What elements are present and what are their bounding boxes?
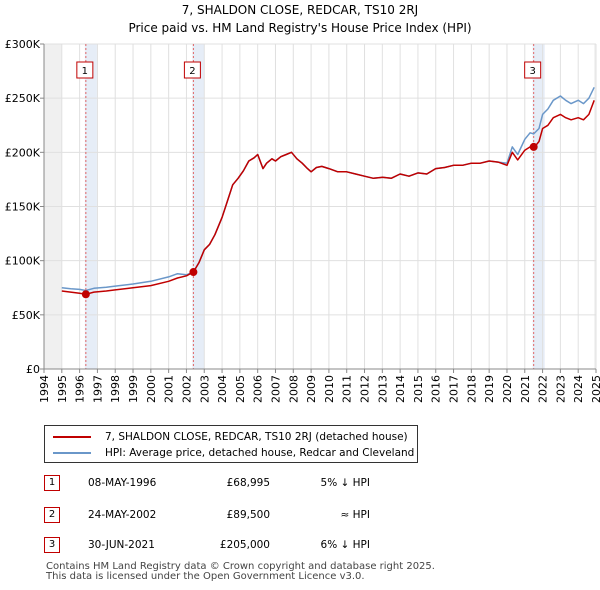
legend-line-hpi — [53, 452, 91, 454]
x-tick-label: 2001 — [163, 375, 176, 403]
sale-marker-box — [76, 61, 94, 79]
transaction-hpi-relation: 6% ↓ HPI — [320, 539, 370, 551]
x-tick-label: 2000 — [145, 375, 158, 403]
x-tick-label: 2024 — [572, 375, 585, 403]
x-tick-label: 2021 — [519, 375, 532, 403]
x-tick-label: 2018 — [465, 375, 478, 403]
legend-item-hpi: HPI: Average price, detached house, Redc… — [53, 445, 414, 461]
x-tick-label: 1997 — [91, 375, 104, 403]
transaction-row: 3 30-JUN-2021 £205,000 6% ↓ HPI — [40, 537, 560, 557]
x-tick-label: 2017 — [448, 375, 461, 403]
legend: 7, SHALDON CLOSE, REDCAR, TS10 2RJ (deta… — [44, 425, 418, 463]
x-tick-label: 1995 — [56, 375, 69, 403]
x-tick-label: 2003 — [198, 375, 211, 403]
legend-label-property: 7, SHALDON CLOSE, REDCAR, TS10 2RJ (deta… — [105, 431, 408, 443]
x-tick-label: 2007 — [269, 375, 282, 403]
x-tick-label: 1999 — [127, 375, 140, 403]
sale-point — [529, 142, 538, 151]
x-tick-label: 2013 — [376, 375, 389, 403]
sale-marker-label: 2 — [189, 66, 195, 77]
transaction-date: 24-MAY-2002 — [88, 509, 157, 521]
footer-license: This data is licensed under the Open Gov… — [46, 571, 365, 582]
y-tick-label: £50K — [12, 309, 41, 322]
price-chart: 1 2 3 £0 £50K £100K £150K £200K £250K £300K 1994 1… — [5, 3, 600, 403]
x-tick-label: 2010 — [323, 375, 336, 403]
sale-marker-box — [524, 61, 542, 79]
y-tick-label: £250K — [5, 92, 41, 105]
x-tick-label: 2016 — [430, 375, 443, 403]
x-tick-label: 2004 — [216, 375, 229, 403]
y-tick-label: £150K — [5, 201, 41, 214]
transaction-price: £89,500 — [226, 509, 270, 521]
x-tick-label: 1998 — [109, 375, 122, 403]
x-tick-label: 1994 — [38, 375, 51, 403]
transaction-date: 08-MAY-1996 — [88, 477, 157, 489]
x-tick-label: 2012 — [359, 375, 372, 403]
x-tick-label: 2025 — [590, 375, 600, 403]
x-tick-label: 2005 — [234, 375, 247, 403]
transaction-number: 1 — [44, 475, 60, 491]
x-tick-label: 2009 — [305, 375, 318, 403]
x-tick-label: 2015 — [412, 375, 425, 403]
chart-title: 7, SHALDON CLOSE, REDCAR, TS10 2RJ — [182, 3, 418, 17]
transaction-number: 3 — [44, 537, 60, 553]
sale-point — [81, 290, 90, 299]
footer: Contains HM Land Registry data © Crown c… — [46, 562, 435, 582]
x-tick-label: 2020 — [501, 375, 514, 403]
transaction-price: £68,995 — [226, 477, 270, 489]
y-tick-label: £300K — [5, 38, 41, 51]
x-tick-label: 2006 — [252, 375, 265, 403]
sale-marker-label: 3 — [529, 66, 535, 77]
transaction-row: 2 24-MAY-2002 £89,500 ≈ HPI — [40, 507, 560, 527]
y-tick-label: £0 — [26, 363, 40, 376]
sale-marker-label: 1 — [82, 66, 88, 77]
footer-copyright: Contains HM Land Registry data © Crown c… — [46, 561, 435, 572]
x-tick-label: 2008 — [287, 375, 300, 403]
x-tick-label: 2011 — [341, 375, 354, 403]
transaction-date: 30-JUN-2021 — [88, 539, 155, 551]
x-tick-label: 2022 — [537, 375, 550, 403]
legend-label-hpi: HPI: Average price, detached house, Redc… — [105, 447, 415, 459]
transaction-row: 1 08-MAY-1996 £68,995 5% ↓ HPI — [40, 475, 560, 495]
legend-line-property — [53, 436, 91, 438]
y-tick-label: £100K — [5, 255, 41, 268]
sale-point — [189, 268, 198, 277]
sale-marker-box — [183, 61, 201, 79]
transaction-hpi-relation: 5% ↓ HPI — [320, 477, 370, 489]
y-tick-label: £200K — [5, 146, 41, 159]
x-tick-label: 1996 — [74, 375, 87, 403]
transaction-hpi-relation: ≈ HPI — [340, 509, 370, 521]
transaction-number: 2 — [44, 507, 60, 523]
x-tick-label: 2019 — [483, 375, 496, 403]
x-tick-label: 2014 — [394, 375, 407, 403]
x-tick-label: 2023 — [554, 375, 567, 403]
transaction-price: £205,000 — [219, 539, 270, 551]
legend-item-property: 7, SHALDON CLOSE, REDCAR, TS10 2RJ (deta… — [53, 429, 408, 445]
chart-subtitle: Price paid vs. HM Land Registry's House … — [128, 21, 471, 35]
x-tick-label: 2002 — [180, 375, 193, 403]
